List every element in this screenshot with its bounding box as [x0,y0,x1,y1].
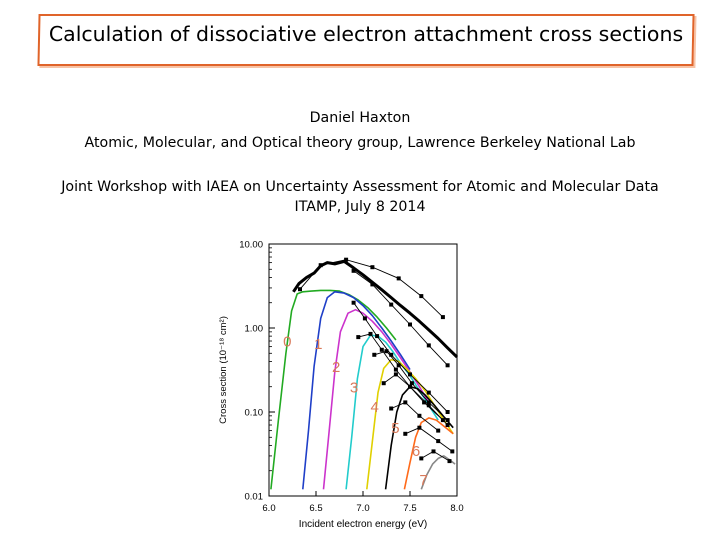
marker-line [353,270,448,366]
data-marker [389,302,394,307]
series-line-2 [322,308,430,490]
data-marker [403,431,408,436]
data-marker [408,322,412,327]
author-name: Daniel Haxton [309,110,411,126]
data-marker [440,315,445,320]
data-marker [445,410,450,414]
data-marker [417,413,422,418]
data-marker [426,403,431,408]
data-marker [381,381,386,386]
x-tick-label: 6.0 [262,503,275,514]
data-marker [426,400,431,405]
data-marker [450,449,455,454]
series-label-6: 6 [412,443,420,460]
marker-layer [298,257,455,464]
data-marker [445,363,450,368]
tick-layer: 6.0 6.5 7.0 7.5 8.0 10.00 1.00 0.10 0.01 [239,240,463,515]
data-marker [422,400,427,405]
event-name: Joint Workshop with IAEA on Uncertainty … [61,179,659,195]
data-marker [436,428,441,433]
data-marker [417,425,422,430]
data-marker [440,418,445,423]
data-marker [445,418,450,423]
data-marker [372,352,377,357]
series-label-2: 2 [332,359,340,376]
data-marker [389,406,394,411]
x-axis-label: Incident electron energy (eV) [299,519,427,530]
marker-line [374,350,448,421]
data-marker [384,349,389,354]
venue-date: ITAMP, July 8 2014 [294,199,426,215]
data-marker [389,352,394,357]
series-line-4 [366,358,454,490]
y-tick-label: 10.00 [239,240,263,251]
series-label-0: 0 [283,334,291,351]
plot-frame [268,243,458,497]
x-tick-label: 8.0 [450,503,463,514]
series-label-7: 7 [419,472,427,489]
cross-section-chart: 6.0 6.5 7.0 7.5 8.0 10.00 1.00 0.10 0.01 Inciden… [218,240,464,531]
data-marker [431,449,436,454]
marker-line [405,427,453,452]
series-label-5: 5 [391,420,399,437]
data-marker [351,268,356,273]
affiliation: Atomic, Molecular, and Optical theory gr… [84,135,636,151]
data-marker [318,263,323,268]
series-line-0 [270,289,397,490]
data-marker [419,456,424,461]
data-marker [370,282,375,287]
slide-title: Calculation of dissociative electron att… [48,22,684,46]
data-marker [344,257,349,262]
x-tick-label: 7.5 [403,503,416,514]
data-marker [298,287,302,292]
data-marker [393,367,398,372]
data-marker [370,265,375,270]
data-marker [351,300,356,305]
data-marker [393,372,398,377]
data-marker [426,343,431,348]
data-marker [396,276,401,281]
marker-line [391,401,439,431]
data-marker [379,347,384,352]
data-marker [445,423,450,427]
y-tick-label: 0.10 [245,408,264,419]
data-marker [362,316,367,321]
y-axis-label: Cross section (10⁻¹⁸ cm²) [218,316,229,424]
data-marker [447,459,452,464]
data-marker [403,400,408,405]
data-marker [408,384,412,389]
x-tick-label: 6.5 [309,503,322,514]
series-label-3: 3 [350,380,358,397]
data-marker [436,439,441,444]
data-marker [419,294,424,299]
data-marker [375,334,380,339]
data-marker [396,363,401,368]
data-marker [409,381,414,386]
x-tick-label: 7.0 [356,503,369,514]
series-line-5 [384,385,454,490]
data-marker [356,335,361,340]
y-tick-label: 0.01 [245,492,264,503]
series-layer [270,259,459,490]
data-marker [368,331,373,336]
data-marker [408,372,412,377]
series-label-1: 1 [314,336,322,353]
series-label-4: 4 [371,399,379,416]
series-line-1 [302,290,411,490]
data-marker [426,390,431,395]
y-tick-label: 1.00 [245,324,264,335]
